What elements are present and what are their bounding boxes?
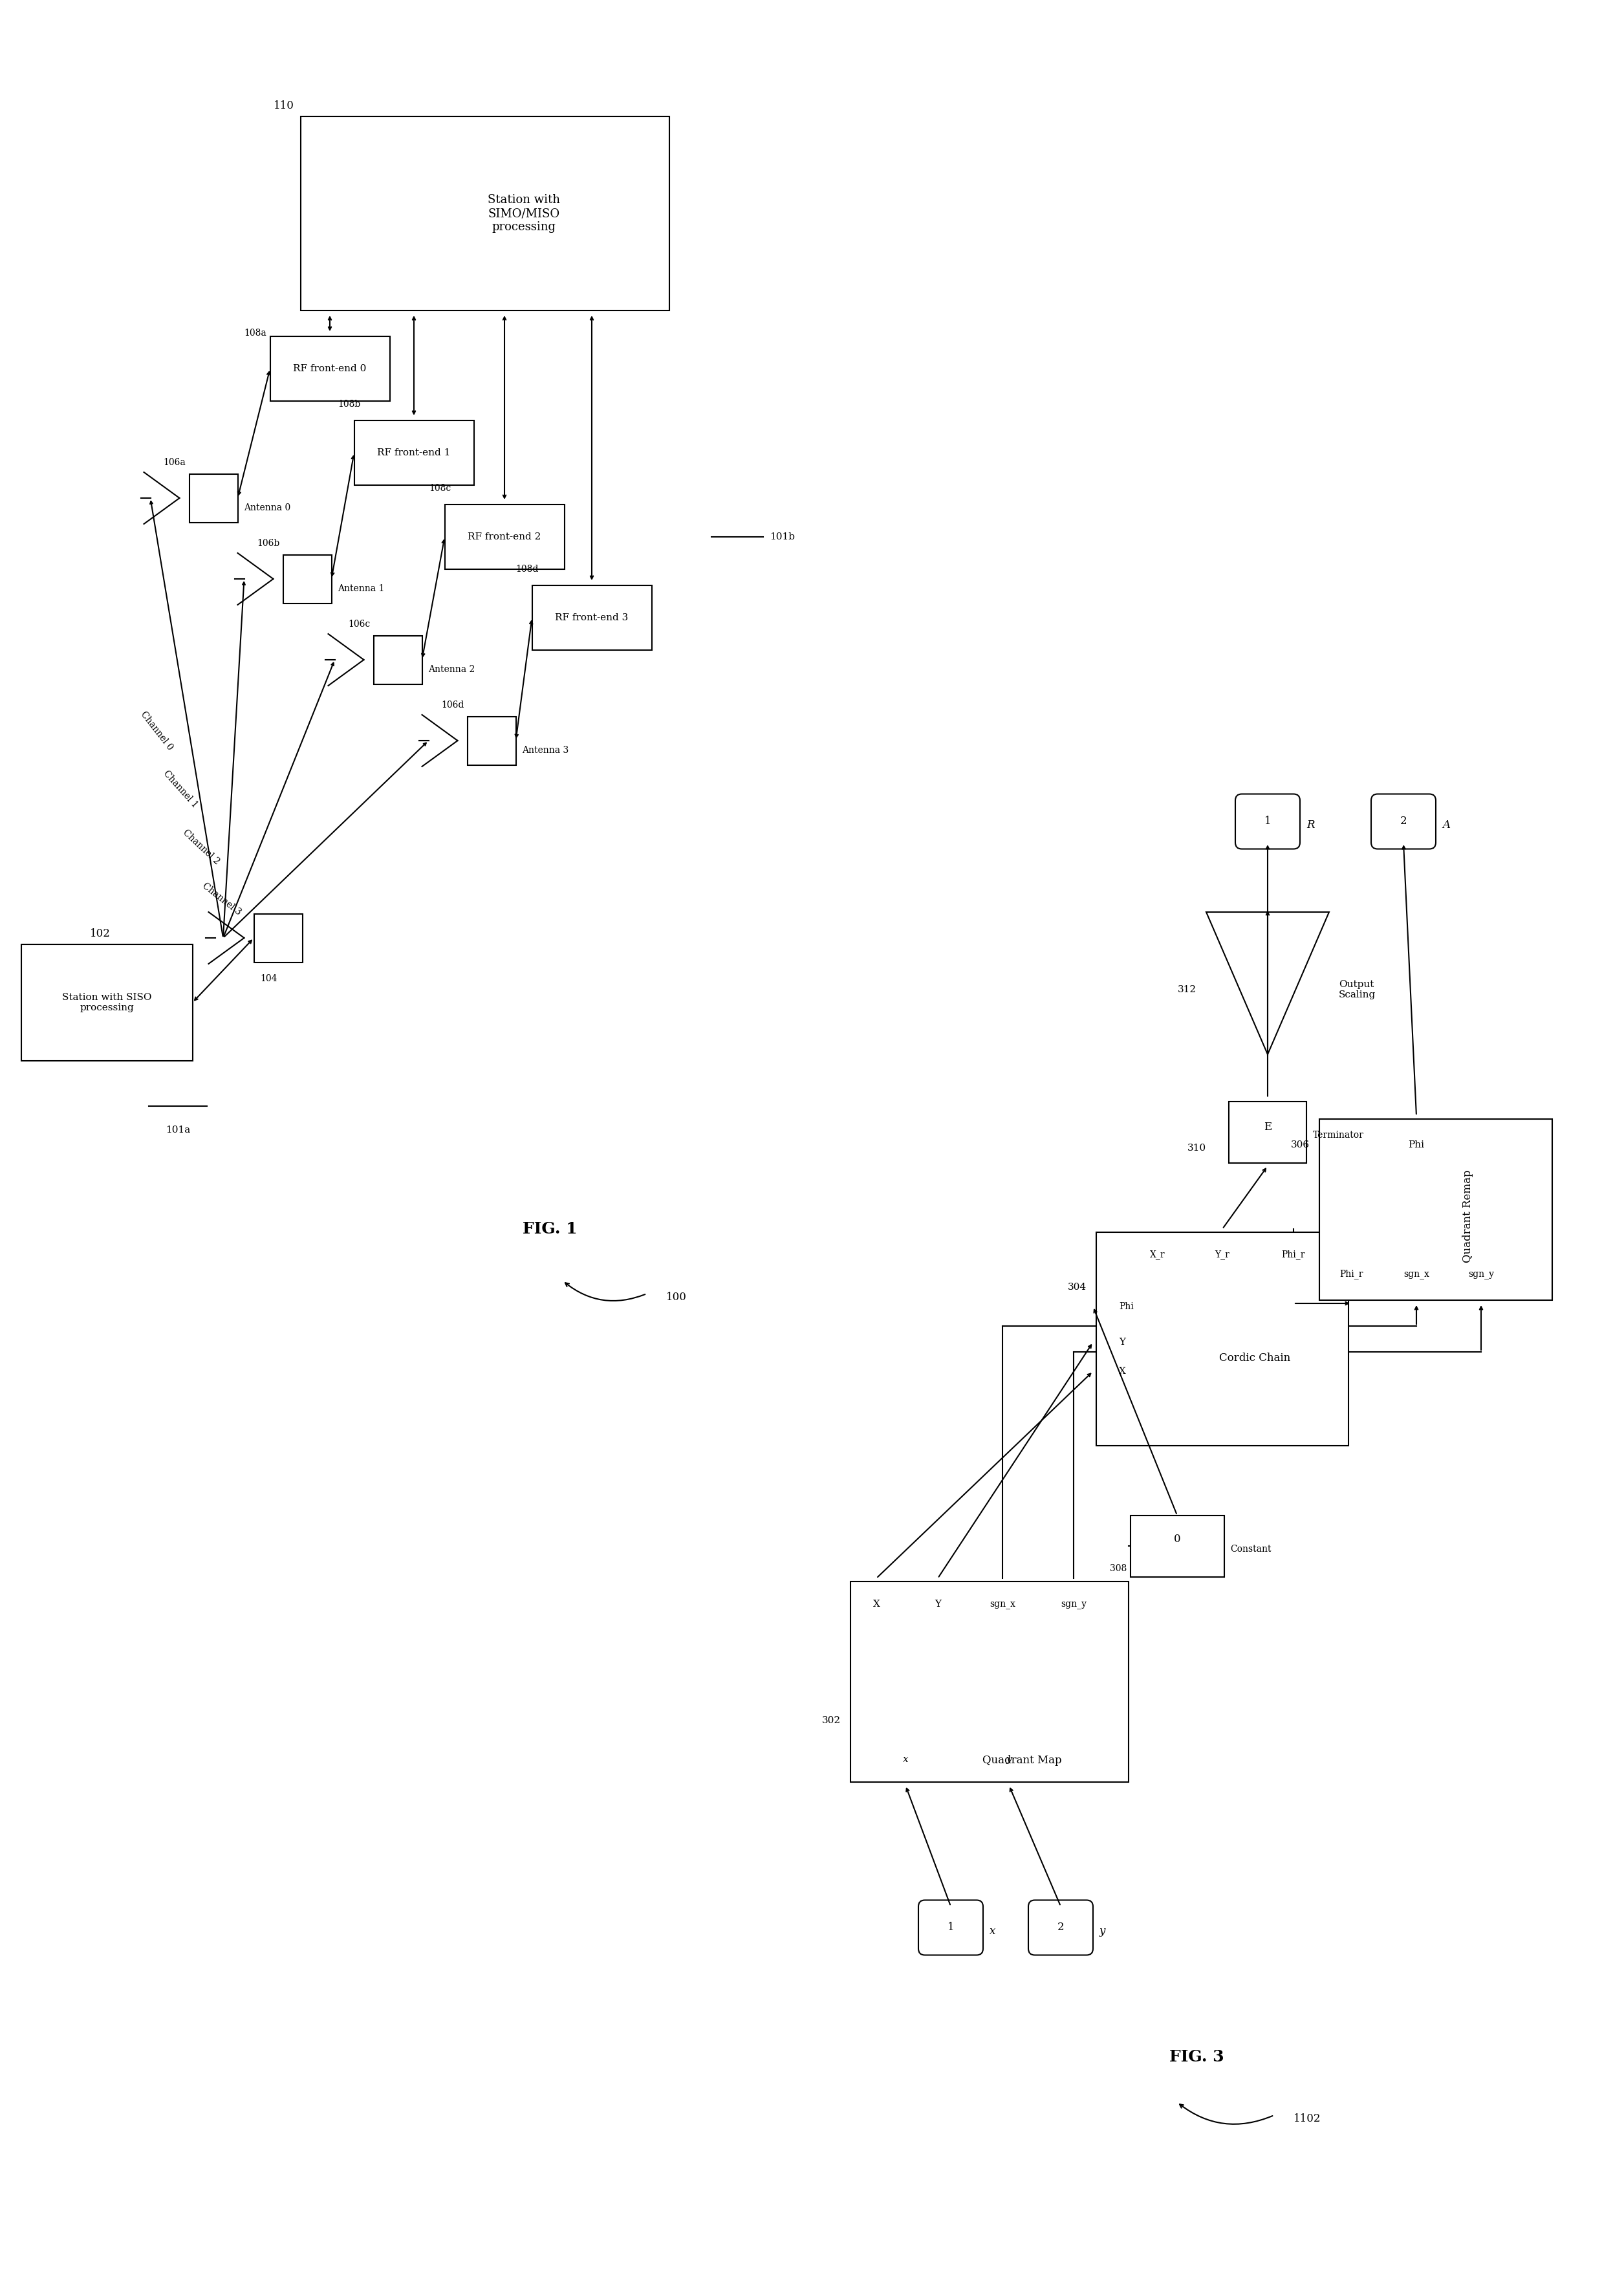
- Text: Channel 1: Channel 1: [162, 768, 200, 809]
- Text: Output
Scaling: Output Scaling: [1338, 980, 1376, 1000]
- Text: 2: 2: [1400, 816, 1406, 827]
- Bar: [1130, 1516, 1224, 1577]
- Bar: [253, 914, 302, 961]
- Bar: [533, 586, 651, 650]
- Text: x: x: [903, 1755, 908, 1764]
- Text: 108c: 108c: [429, 484, 451, 493]
- Text: 101a: 101a: [166, 1125, 190, 1134]
- Text: 308: 308: [1109, 1564, 1127, 1573]
- Text: 108d: 108d: [515, 564, 539, 573]
- Text: y: y: [1099, 1925, 1106, 1937]
- Text: Station with SISO
processing: Station with SISO processing: [62, 993, 151, 1011]
- Text: Quadrant Remap: Quadrant Remap: [1463, 1171, 1473, 1262]
- Text: 104: 104: [260, 973, 278, 982]
- Bar: [468, 716, 516, 766]
- Text: 106b: 106b: [257, 539, 279, 548]
- Text: Constant: Constant: [1231, 1546, 1272, 1555]
- Text: FIG. 1: FIG. 1: [523, 1221, 577, 1237]
- Text: 108a: 108a: [244, 330, 266, 339]
- Text: 100: 100: [666, 1291, 687, 1302]
- Text: Antenna 0: Antenna 0: [244, 502, 291, 511]
- Text: 304: 304: [1067, 1282, 1086, 1291]
- Text: A: A: [1442, 818, 1450, 830]
- Bar: [1096, 1232, 1348, 1446]
- Text: x: x: [989, 1925, 996, 1937]
- Text: sgn_x: sgn_x: [989, 1600, 1015, 1609]
- Text: 1102: 1102: [1293, 2114, 1320, 2123]
- Text: 310: 310: [1187, 1143, 1207, 1152]
- Bar: [21, 943, 192, 1061]
- Text: Channel 3: Channel 3: [200, 882, 242, 916]
- Text: X: X: [1119, 1366, 1125, 1375]
- Bar: [354, 421, 474, 484]
- Text: sgn_y: sgn_y: [1468, 1271, 1494, 1280]
- Text: E: E: [1263, 1121, 1272, 1132]
- Text: Phi: Phi: [1408, 1141, 1424, 1150]
- Text: 110: 110: [274, 100, 294, 111]
- Text: X_r: X_r: [1150, 1250, 1166, 1259]
- Text: 106d: 106d: [442, 700, 464, 709]
- Text: 312: 312: [1177, 984, 1197, 993]
- Text: Quadrant Map: Quadrant Map: [983, 1755, 1062, 1766]
- Bar: [1319, 1118, 1553, 1300]
- Text: RF front-end 3: RF front-end 3: [555, 614, 628, 623]
- Bar: [445, 505, 564, 568]
- FancyBboxPatch shape: [1236, 793, 1299, 850]
- Bar: [1229, 1100, 1306, 1164]
- FancyBboxPatch shape: [1371, 793, 1436, 850]
- Text: 101b: 101b: [770, 532, 794, 541]
- Bar: [300, 116, 669, 311]
- Text: Y: Y: [1119, 1339, 1125, 1346]
- Bar: [270, 336, 390, 400]
- Text: sgn_x: sgn_x: [1403, 1271, 1429, 1280]
- Text: Channel 0: Channel 0: [140, 709, 175, 752]
- FancyBboxPatch shape: [1028, 1900, 1093, 1955]
- Text: 1: 1: [947, 1923, 955, 1932]
- Text: X: X: [872, 1600, 880, 1609]
- Text: Phi_r: Phi_r: [1281, 1250, 1306, 1259]
- Text: Antenna 3: Antenna 3: [523, 746, 568, 755]
- Text: Y_r: Y_r: [1215, 1250, 1229, 1259]
- Text: 306: 306: [1291, 1141, 1309, 1150]
- Text: 302: 302: [822, 1716, 841, 1725]
- Text: R: R: [1306, 818, 1314, 830]
- Text: Y: Y: [934, 1600, 940, 1609]
- Text: FIG. 3: FIG. 3: [1169, 2050, 1224, 2064]
- Text: Station with
SIMO/MISO
processing: Station with SIMO/MISO processing: [487, 193, 560, 232]
- Text: Antenna 2: Antenna 2: [429, 666, 476, 675]
- Text: RF front-end 1: RF front-end 1: [377, 448, 450, 457]
- Text: 108b: 108b: [338, 400, 361, 409]
- Text: RF front-end 0: RF front-end 0: [294, 364, 367, 373]
- Bar: [851, 1582, 1129, 1782]
- Text: 102: 102: [89, 927, 110, 939]
- Text: 1: 1: [1263, 816, 1272, 827]
- Text: 106a: 106a: [164, 457, 185, 466]
- Text: Channel 2: Channel 2: [182, 827, 221, 866]
- FancyBboxPatch shape: [919, 1900, 983, 1955]
- Text: Antenna 1: Antenna 1: [338, 584, 385, 593]
- Text: Cordic Chain: Cordic Chain: [1220, 1352, 1291, 1364]
- Bar: [188, 473, 237, 523]
- Text: y: y: [1007, 1755, 1012, 1764]
- Text: RF front-end 2: RF front-end 2: [468, 532, 541, 541]
- Text: 106c: 106c: [348, 621, 370, 630]
- Bar: [283, 555, 331, 602]
- Bar: [374, 636, 422, 684]
- Text: Phi: Phi: [1119, 1302, 1134, 1312]
- Text: Terminator: Terminator: [1312, 1130, 1364, 1139]
- Text: 0: 0: [1174, 1534, 1181, 1546]
- Text: sgn_y: sgn_y: [1060, 1600, 1086, 1609]
- Text: 2: 2: [1057, 1923, 1064, 1932]
- Text: Phi_r: Phi_r: [1340, 1268, 1364, 1280]
